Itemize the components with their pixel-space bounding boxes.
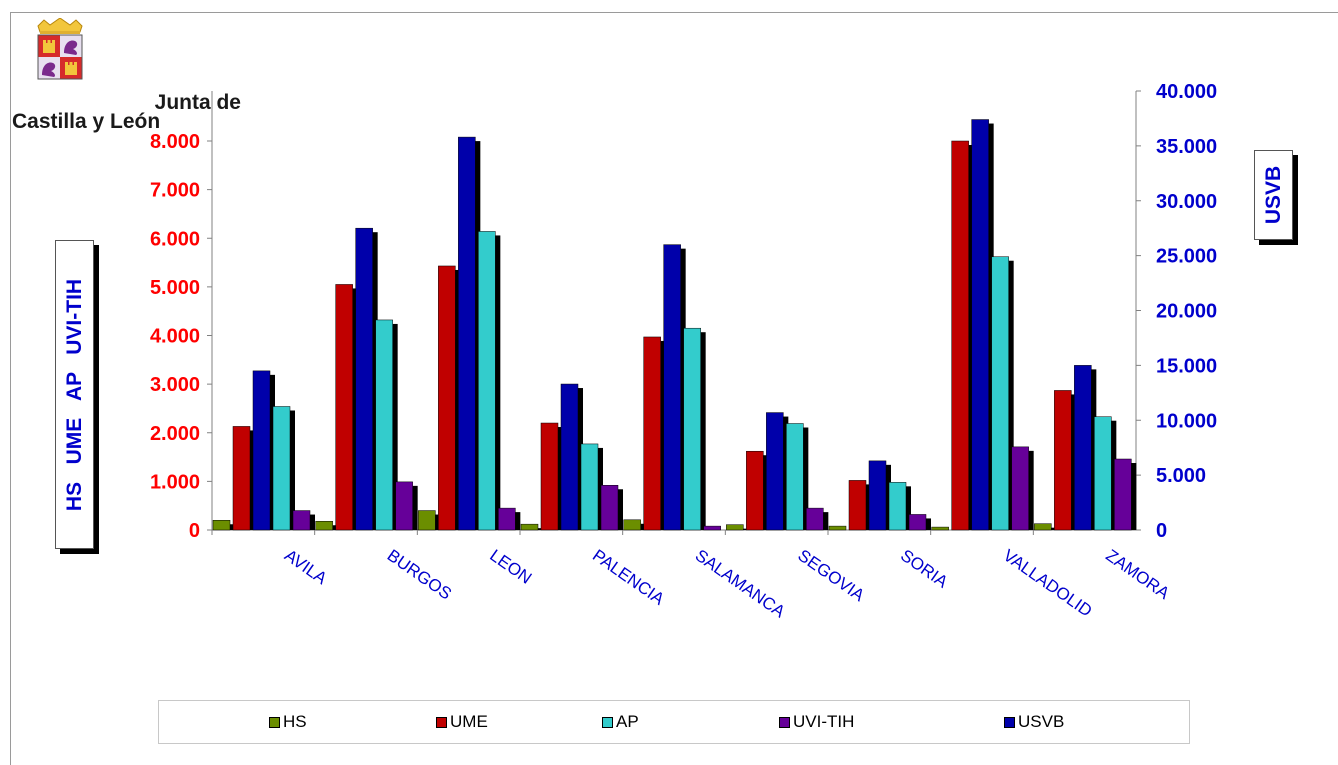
bar-ap-valladolid [991, 256, 1009, 531]
bar-hs-burgos [315, 520, 333, 531]
left-axis-tick-label: 7.000 [150, 180, 200, 202]
left-axis-tick-label: 0 [189, 520, 200, 542]
category-label-palencia: PALENCIA [589, 546, 668, 609]
legend-label-ume: UME [450, 712, 488, 731]
logo-line-2: Castilla y León [12, 110, 161, 133]
bar-ume-avila [232, 426, 251, 531]
right-axis-tick-label: 30.000 [1156, 191, 1217, 213]
bar-usvb-leon [458, 136, 476, 531]
bar-ap-burgos [375, 319, 393, 531]
bar-uvi-tih-burgos [395, 481, 413, 531]
bar-hs-zamora [1034, 523, 1052, 531]
legend-label-hs: HS [283, 712, 307, 731]
bar-ap-soria [888, 482, 907, 531]
left-axis-tick-label: 2.000 [150, 423, 200, 445]
bar-usvb-valladolid [971, 119, 989, 531]
left-axis-tick-label: 8.000 [150, 131, 200, 153]
bar-uvi-tih-salamanca [703, 525, 721, 531]
legend-swatch-usvb [1004, 716, 1015, 728]
bar-hs-palencia [520, 523, 539, 531]
left-axis-tick-label: 4.000 [150, 326, 200, 348]
bar-ume-burgos [335, 284, 353, 531]
right-axis-tick-label: 5.000 [1156, 465, 1206, 487]
bar-uvi-tih-soria [908, 514, 927, 531]
legend-label-uvi-tih: UVI-TIH [793, 712, 855, 731]
bar-ap-segovia [786, 423, 804, 531]
legend: HS UME AP UVI-TIH USVB [158, 700, 1190, 744]
bar-uvi-tih-leon [498, 507, 516, 531]
left-axis-tick-label: 1.000 [150, 471, 200, 493]
bar-ume-soria [848, 480, 867, 531]
left-axis-title: HS UME AP UVI-TIH [62, 278, 86, 511]
bar-usvb-palencia [560, 383, 579, 531]
legend-item-ap: AP [602, 712, 639, 732]
legend-item-ume: UME [436, 712, 488, 732]
bar-usvb-burgos [355, 227, 373, 531]
category-label-valladolid: VALLADOLID [1000, 546, 1096, 621]
category-label-soria: SORIA [897, 546, 952, 592]
logo: Junta de Castilla y León [8, 18, 243, 132]
left-axis-title-box: HS UME AP UVI-TIH [55, 240, 94, 549]
bar-ume-palencia [540, 422, 559, 531]
crest-icon [37, 18, 83, 80]
bar-hs-salamanca [623, 519, 641, 531]
bar-ap-salamanca [683, 327, 701, 531]
chart-frame [10, 12, 1338, 765]
bar-ume-segovia [746, 450, 764, 531]
bar-uvi-tih-valladolid [1011, 446, 1029, 531]
bar-hs-avila [212, 520, 231, 531]
logo-line-1: Junta de [154, 91, 241, 114]
bar-ume-zamora [1054, 390, 1072, 531]
legend-label-usvb: USVB [1018, 712, 1065, 731]
left-axis-tick-label: 3.000 [150, 374, 200, 396]
category-label-burgos: BURGOS [384, 546, 455, 604]
right-axis-tick-label: 25.000 [1156, 246, 1217, 268]
legend-label-ap: AP [616, 712, 639, 731]
bar-ume-salamanca [643, 336, 661, 531]
right-axis-title-box: USVB [1254, 150, 1293, 240]
category-label-salamanca: SALAMANCA [692, 546, 789, 622]
bar-usvb-soria [868, 460, 887, 531]
bar-hs-soria [828, 525, 847, 531]
right-axis-title: USVB [1261, 165, 1285, 225]
right-axis-tick-label: 40.000 [1156, 81, 1217, 103]
category-label-leon: LEON [486, 546, 535, 588]
category-label-avila: AVILA [281, 546, 331, 589]
bar-uvi-tih-segovia [806, 507, 824, 531]
legend-item-uvi-tih: UVI-TIH [779, 712, 854, 732]
bar-ume-leon [438, 265, 456, 531]
right-axis-tick-label: 35.000 [1156, 136, 1217, 158]
bar-ap-palencia [580, 443, 599, 531]
right-axis-tick-label: 10.000 [1156, 410, 1217, 432]
bar-hs-leon [418, 510, 436, 531]
legend-swatch-hs [269, 716, 280, 728]
legend-swatch-ume [436, 716, 447, 728]
right-axis-tick-label: 15.000 [1156, 355, 1217, 377]
bar-ap-zamora [1094, 416, 1112, 531]
bar-ap-avila [272, 406, 291, 531]
bar-usvb-segovia [766, 412, 784, 531]
bar-ap-leon [478, 231, 496, 531]
category-label-zamora: ZAMORA [1102, 546, 1173, 604]
legend-item-usvb: USVB [1004, 712, 1064, 732]
bar-hs-valladolid [931, 526, 949, 531]
right-axis-tick-label: 0 [1156, 520, 1167, 542]
bar-ume-valladolid [951, 140, 969, 531]
bar-uvi-tih-zamora [1114, 458, 1132, 531]
bar-usvb-zamora [1074, 365, 1092, 531]
bar-usvb-salamanca [663, 244, 681, 531]
left-axis-tick-label: 5.000 [150, 277, 200, 299]
bar-uvi-tih-palencia [600, 485, 619, 531]
bar-uvi-tih-avila [292, 510, 311, 531]
left-axis-tick-label: 6.000 [150, 228, 200, 250]
legend-swatch-uvi-tih [779, 716, 790, 728]
right-axis-tick-label: 20.000 [1156, 301, 1217, 323]
legend-swatch-ap [602, 716, 613, 728]
legend-item-hs: HS [269, 712, 307, 732]
bar-usvb-avila [252, 370, 271, 531]
category-label-segovia: SEGOVIA [794, 546, 868, 606]
bar-hs-segovia [726, 524, 744, 531]
